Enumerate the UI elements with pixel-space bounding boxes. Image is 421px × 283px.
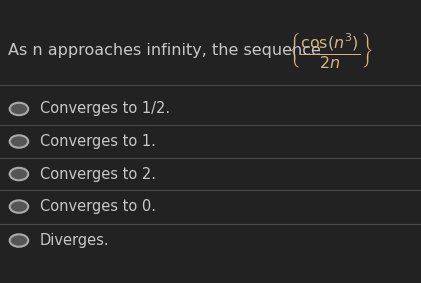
Circle shape [10, 200, 28, 213]
Circle shape [10, 135, 28, 148]
Text: Diverges.: Diverges. [40, 233, 109, 248]
Text: $\left\{ \dfrac{\mathrm{cos}(n^3)}{2n} \right\}$: $\left\{ \dfrac{\mathrm{cos}(n^3)}{2n} \… [288, 31, 373, 70]
Text: As n approaches infinity, the sequence: As n approaches infinity, the sequence [8, 43, 321, 59]
Circle shape [10, 168, 28, 180]
Text: Converges to 1/2.: Converges to 1/2. [40, 101, 170, 117]
Circle shape [10, 103, 28, 115]
Text: Converges to 2.: Converges to 2. [40, 166, 156, 182]
Text: Converges to 0.: Converges to 0. [40, 199, 156, 214]
Circle shape [10, 234, 28, 247]
Text: Converges to 1.: Converges to 1. [40, 134, 156, 149]
